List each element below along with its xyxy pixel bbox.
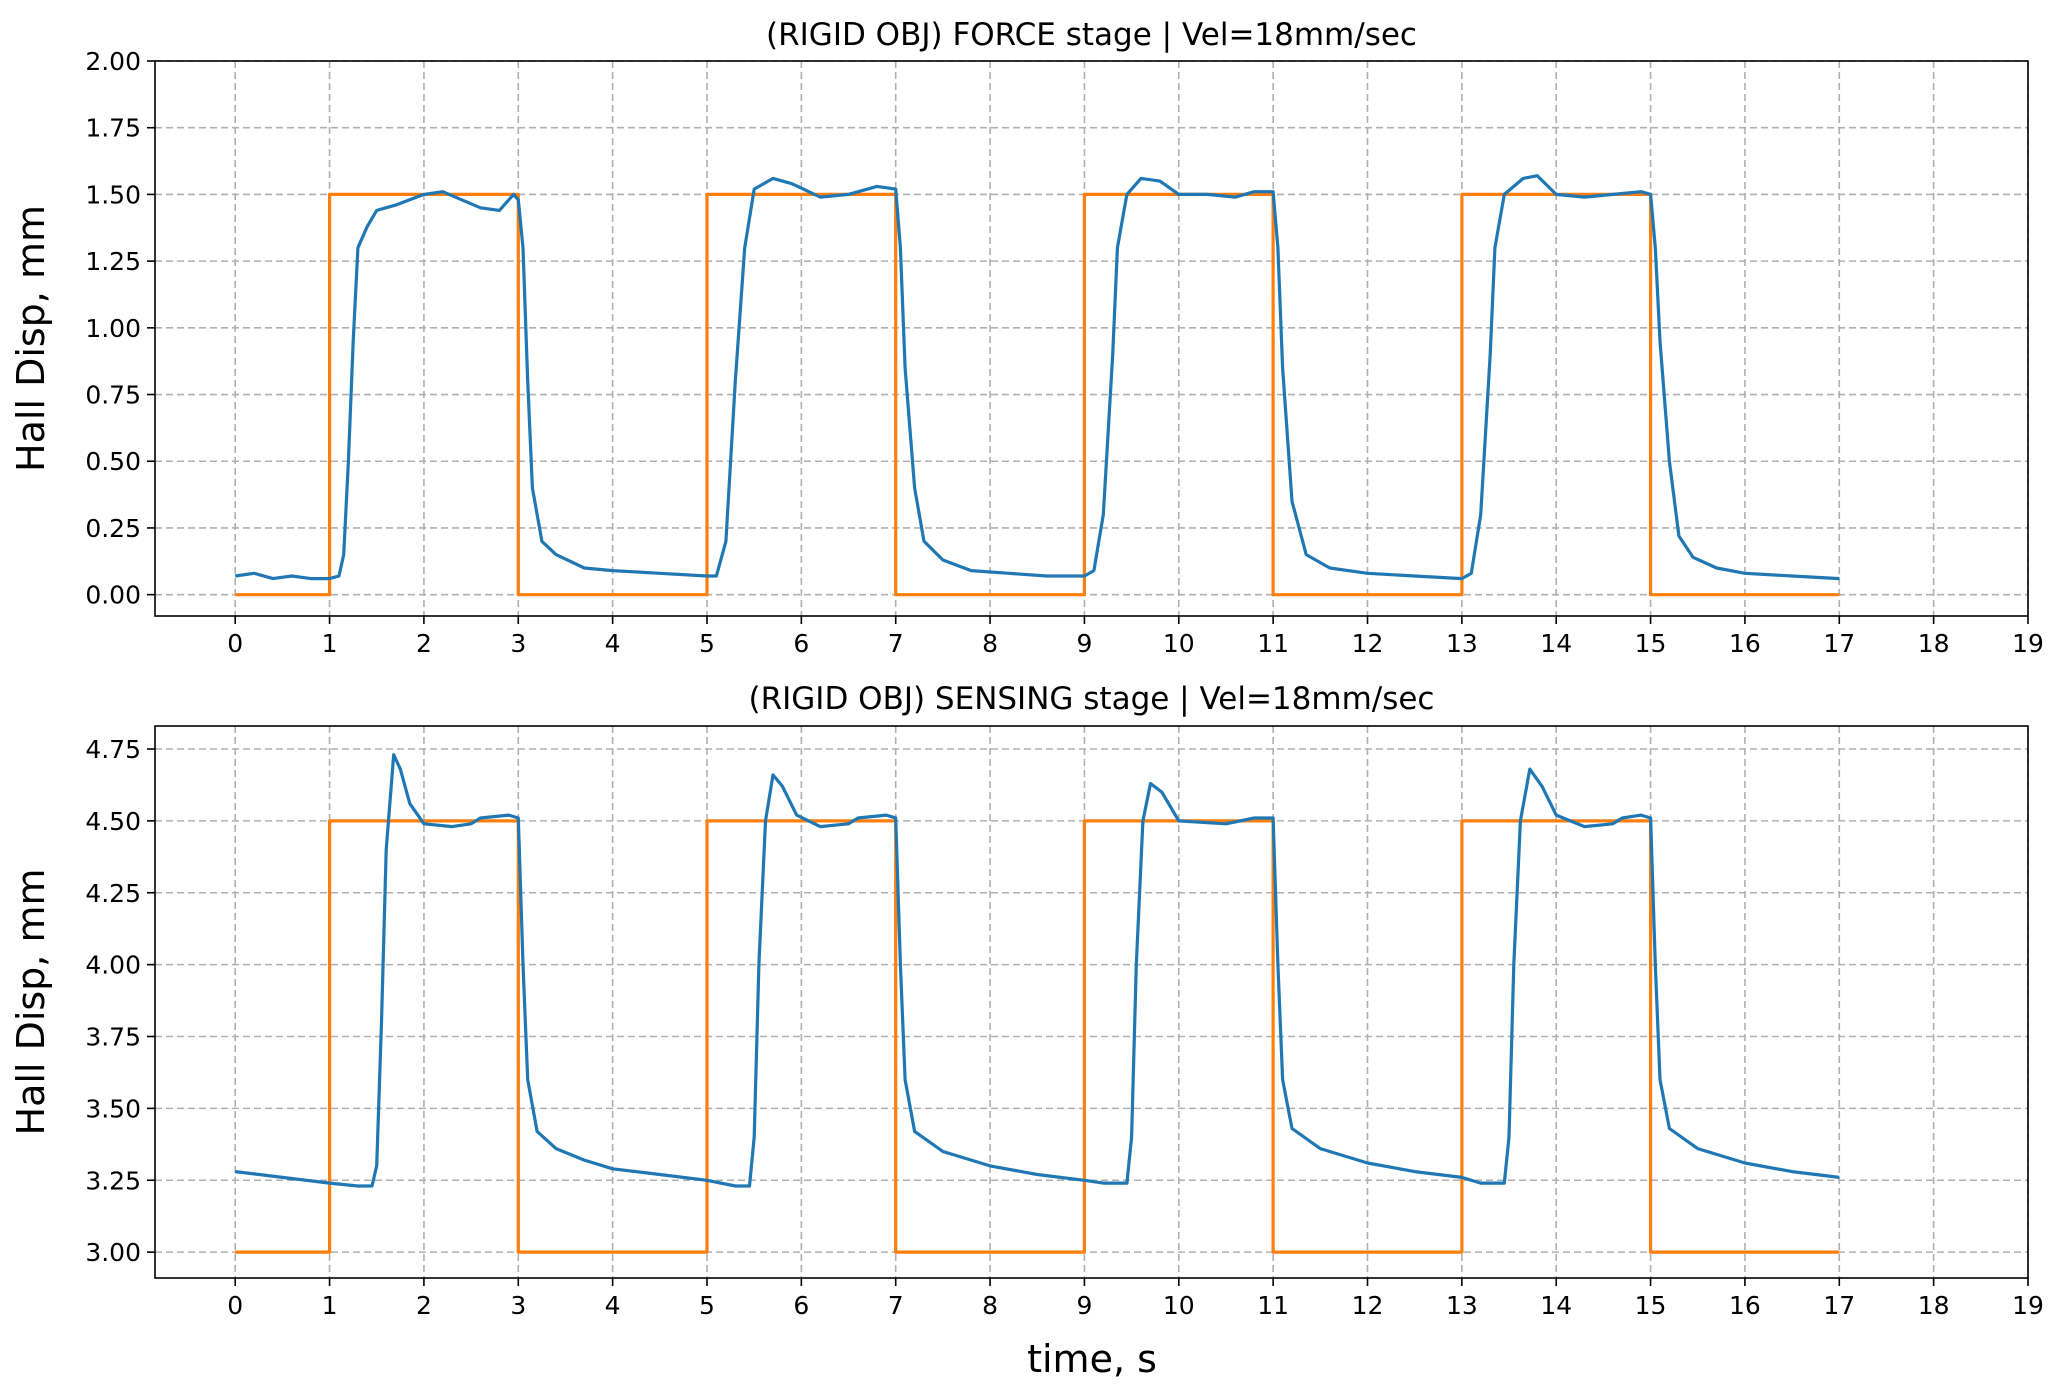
sensing-series bbox=[235, 753, 1840, 1254]
force-series bbox=[234, 174, 1840, 597]
sensing-x-tick-label: 4 bbox=[605, 1291, 621, 1320]
sensing-x-tick-label: 0 bbox=[227, 1291, 243, 1320]
force-y-tick-label: 1.50 bbox=[85, 180, 141, 209]
force-x-tick-label: 1 bbox=[322, 629, 338, 658]
force-x-tick-label: 10 bbox=[1163, 629, 1195, 658]
sensing-x-tick-label: 18 bbox=[1918, 1291, 1950, 1320]
sensing-x-tick-label: 5 bbox=[699, 1291, 715, 1320]
sensing-y-axis-label: Hall Disp, mm bbox=[9, 869, 53, 1136]
force-x-tick-label: 11 bbox=[1257, 629, 1289, 658]
force-y-ticks: 0.00 0.25 0.50 0.75 1.00 1.25 1.50 1.75 2.00 bbox=[85, 47, 155, 610]
force-y-tick-label: 0.50 bbox=[85, 447, 141, 476]
force-command-line bbox=[235, 192, 1840, 597]
force-y-tick-label: 1.25 bbox=[85, 247, 141, 276]
sensing-y-tick-label: 3.00 bbox=[85, 1238, 141, 1267]
force-x-tick-label: 18 bbox=[1918, 629, 1950, 658]
sensing-stage-plot: 0 1 2 3 4 5 6 7 8 9 10 11 12 13 14 15 16 17 18 19 3.003.253… bbox=[9, 681, 2044, 1320]
force-y-tick-label: 2.00 bbox=[85, 47, 141, 76]
force-x-tick-label: 15 bbox=[1635, 629, 1667, 658]
sensing-y-ticks: 3.00 3.25 3.50 3.75 4.00 4.25 4.50 4.75 bbox=[85, 735, 155, 1267]
sensing-command-line bbox=[235, 819, 1840, 1254]
sensing-x-tick-label: 7 bbox=[888, 1291, 904, 1320]
force-x-tick-label: 16 bbox=[1729, 629, 1761, 658]
sensing-x-tick-label: 9 bbox=[1076, 1291, 1092, 1320]
force-x-tick-label: 14 bbox=[1540, 629, 1572, 658]
sensing-x-tick-label: 11 bbox=[1257, 1291, 1289, 1320]
sensing-x-tick-label: 1 bbox=[322, 1291, 338, 1320]
sensing-x-tick-label: 15 bbox=[1635, 1291, 1667, 1320]
sensing-chart-title: (RIGID OBJ) SENSING stage | Vel=18mm/sec bbox=[749, 681, 1435, 717]
force-chart-title: (RIGID OBJ) FORCE stage | Vel=18mm/sec bbox=[766, 17, 1417, 53]
force-x-tick-label: 2 bbox=[416, 629, 432, 658]
force-y-tick-label: 0.00 bbox=[85, 581, 141, 610]
force-y-tick-label: 1.75 bbox=[85, 114, 141, 143]
force-y-axis-label: Hall Disp, mm bbox=[9, 205, 53, 472]
force-stage-plot: 0 1 2 3 4 5 6 7 8 9 10 11 12 13 14 15 16 17 18 19 0.000.250… bbox=[9, 17, 2044, 658]
force-x-tick-label: 5 bbox=[699, 629, 715, 658]
sensing-y-tick-label: 3.25 bbox=[85, 1166, 141, 1195]
sensing-x-tick-label: 2 bbox=[416, 1291, 432, 1320]
force-x-tick-label: 13 bbox=[1446, 629, 1478, 658]
sensing-y-tick-label: 4.50 bbox=[85, 807, 141, 836]
force-x-tick-label: 9 bbox=[1076, 629, 1092, 658]
force-x-tick-label: 17 bbox=[1823, 629, 1855, 658]
force-x-tick-label: 3 bbox=[510, 629, 526, 658]
force-plot-frame bbox=[154, 60, 2029, 617]
sensing-x-ticks: 0 1 2 3 4 5 6 7 8 9 10 11 12 13 14 15 16 17 18 19 bbox=[227, 1278, 2044, 1320]
sensing-x-tick-label: 6 bbox=[793, 1291, 809, 1320]
sensing-x-tick-label: 8 bbox=[982, 1291, 998, 1320]
force-x-tick-label: 7 bbox=[888, 629, 904, 658]
sensing-x-tick-label: 16 bbox=[1729, 1291, 1761, 1320]
x-axis-label: time, s bbox=[1027, 1337, 1157, 1381]
force-x-tick-label: 12 bbox=[1352, 629, 1384, 658]
sensing-measured-line bbox=[235, 753, 1840, 1188]
force-measured-line bbox=[234, 174, 1840, 581]
sensing-y-tick-label: 3.50 bbox=[85, 1094, 141, 1123]
sensing-x-tick-label: 12 bbox=[1352, 1291, 1384, 1320]
force-x-ticks: 0 1 2 3 4 5 6 7 8 9 10 11 12 13 14 15 16 17 18 19 bbox=[227, 616, 2044, 658]
sensing-x-tick-label: 14 bbox=[1540, 1291, 1572, 1320]
force-y-tick-label: 0.75 bbox=[85, 381, 141, 410]
force-x-tick-label: 6 bbox=[793, 629, 809, 658]
sensing-y-tick-label: 4.25 bbox=[85, 879, 141, 908]
sensing-y-tick-label: 3.75 bbox=[85, 1023, 141, 1052]
sensing-x-tick-label: 13 bbox=[1446, 1291, 1478, 1320]
sensing-x-tick-label: 19 bbox=[2012, 1291, 2044, 1320]
sensing-x-tick-label: 10 bbox=[1163, 1291, 1195, 1320]
force-x-tick-label: 4 bbox=[605, 629, 621, 658]
sensing-x-tick-label: 17 bbox=[1823, 1291, 1855, 1320]
force-y-tick-label: 1.00 bbox=[85, 314, 141, 343]
sensing-y-tick-label: 4.75 bbox=[85, 735, 141, 764]
sensing-x-tick-label: 3 bbox=[510, 1291, 526, 1320]
force-x-tick-label: 0 bbox=[227, 629, 243, 658]
force-y-tick-label: 0.25 bbox=[85, 514, 141, 543]
sensing-plot-frame bbox=[154, 725, 2029, 1279]
force-x-tick-label: 8 bbox=[982, 629, 998, 658]
sensing-y-tick-label: 4.00 bbox=[85, 951, 141, 980]
force-x-tick-label: 19 bbox=[2012, 629, 2044, 658]
